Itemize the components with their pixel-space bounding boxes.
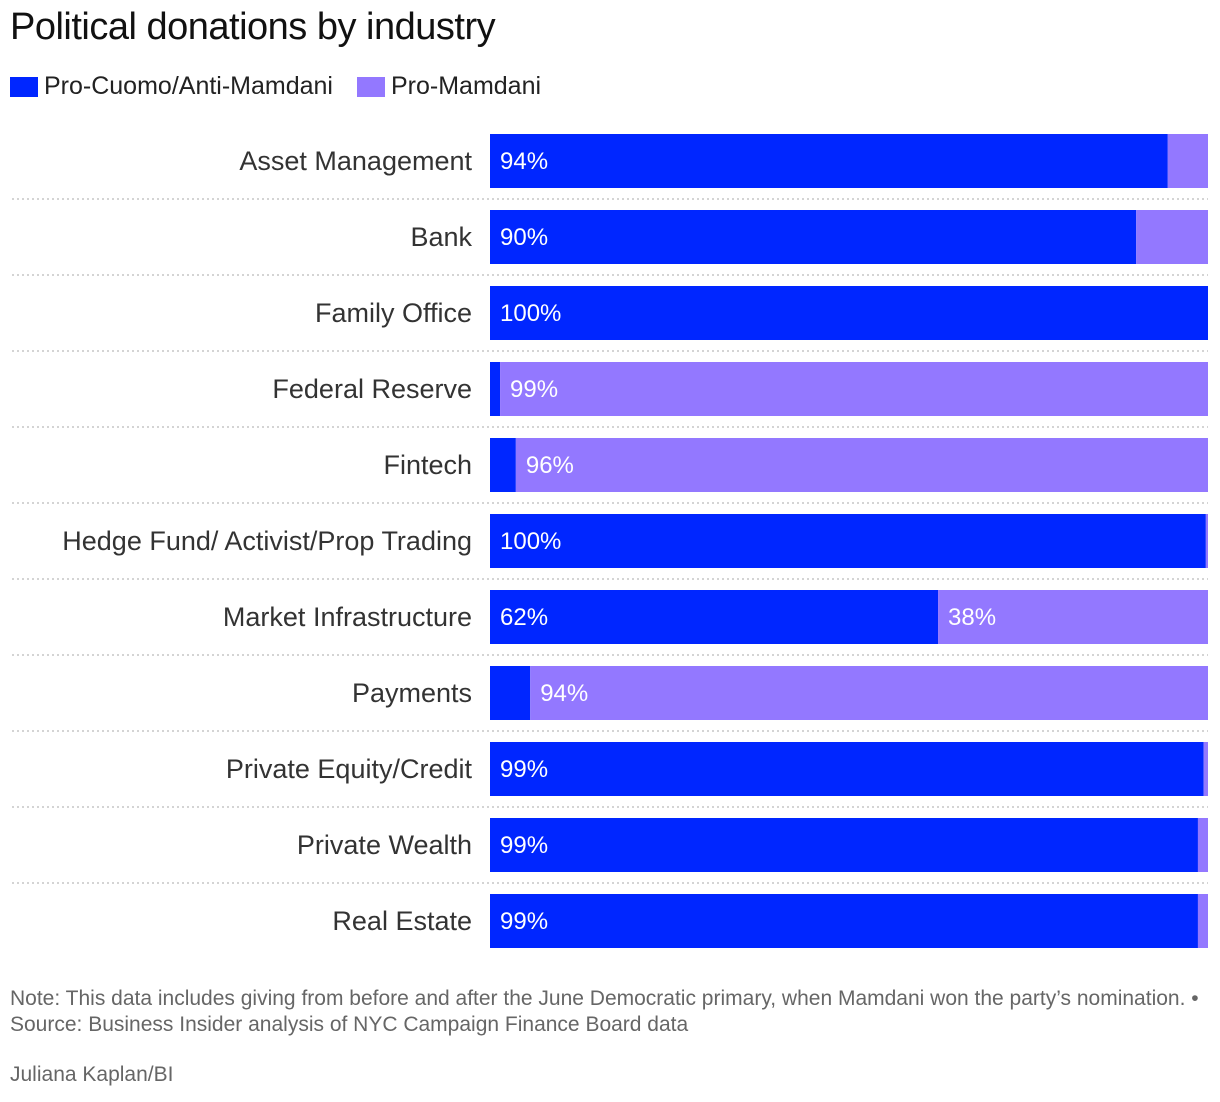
bar-real-estate-pro-mamdani xyxy=(1197,894,1208,948)
legend: Pro-Cuomo/Anti-Mamdani Pro-Mamdani xyxy=(10,72,565,101)
legend-swatch-pro-mamdani xyxy=(357,76,385,97)
bar-federal-reserve-pro-mamdani xyxy=(500,362,1208,416)
data-label-fintech-pro-mamdani: 96% xyxy=(526,452,574,479)
bar-market-infrastructure-pro-cuomo xyxy=(490,590,939,644)
bar-family-office-pro-cuomo xyxy=(490,286,1208,340)
chart-note: Note: This data includes giving from bef… xyxy=(10,987,1199,1036)
bar-hedge-fund-activist-prop-trading-pro-mamdani xyxy=(1205,514,1208,568)
legend-item-pro-cuomo: Pro-Cuomo/Anti-Mamdani xyxy=(10,72,333,101)
bar-bank-pro-mamdani xyxy=(1136,210,1208,264)
legend-label-pro-mamdani: Pro-Mamdani xyxy=(391,72,542,100)
category-label-fintech: Fintech xyxy=(383,450,472,480)
bar-asset-management-pro-cuomo xyxy=(490,134,1168,188)
bar-private-wealth-pro-mamdani xyxy=(1197,818,1208,872)
bar-federal-reserve-pro-cuomo xyxy=(490,362,501,416)
data-label-private-wealth-pro-cuomo: 99% xyxy=(500,832,548,859)
data-label-market-infrastructure-pro-mamdani: 38% xyxy=(948,604,996,631)
data-label-bank-pro-cuomo: 90% xyxy=(500,224,548,251)
category-label-market-infrastructure: Market Infrastructure xyxy=(223,602,472,632)
data-label-market-infrastructure-pro-cuomo: 62% xyxy=(500,604,548,631)
bar-private-wealth-pro-cuomo xyxy=(490,818,1198,872)
bar-payments-pro-mamdani xyxy=(530,666,1208,720)
data-label-family-office-pro-cuomo: 100% xyxy=(500,300,561,327)
category-label-asset-management: Asset Management xyxy=(239,146,472,176)
data-label-real-estate-pro-cuomo: 99% xyxy=(500,908,548,935)
data-label-private-equity-credit-pro-cuomo: 99% xyxy=(500,756,548,783)
category-label-private-equity-credit: Private Equity/Credit xyxy=(226,754,473,784)
category-label-hedge-fund-activist-prop-trading: Hedge Fund/ Activist/Prop Trading xyxy=(62,526,472,556)
bar-asset-management-pro-mamdani xyxy=(1167,134,1208,188)
data-label-hedge-fund-activist-prop-trading-pro-cuomo: 100% xyxy=(500,528,561,555)
bar-market-infrastructure-pro-mamdani xyxy=(938,590,1208,644)
bar-bank-pro-cuomo xyxy=(490,210,1137,264)
bar-fintech-pro-cuomo xyxy=(490,438,516,492)
bar-hedge-fund-activist-prop-trading-pro-cuomo xyxy=(490,514,1206,568)
legend-swatch-pro-cuomo xyxy=(10,76,38,97)
chart-credit: Juliana Kaplan/BI xyxy=(10,1063,174,1086)
data-label-federal-reserve-pro-mamdani: 99% xyxy=(510,376,558,403)
bar-payments-pro-cuomo xyxy=(490,666,531,720)
legend-label-pro-cuomo: Pro-Cuomo/Anti-Mamdani xyxy=(44,72,333,100)
bar-fintech-pro-mamdani xyxy=(515,438,1208,492)
category-label-payments: Payments xyxy=(352,678,472,708)
category-label-private-wealth: Private Wealth xyxy=(297,830,472,860)
data-label-payments-pro-mamdani: 94% xyxy=(540,680,588,707)
chart-title: Political donations by industry xyxy=(10,6,496,48)
category-label-family-office: Family Office xyxy=(315,298,472,328)
category-label-real-estate: Real Estate xyxy=(332,906,472,936)
bar-real-estate-pro-cuomo xyxy=(490,894,1198,948)
data-label-asset-management-pro-cuomo: 94% xyxy=(500,148,548,175)
stacked-bar-chart: Asset Management 94% Bank 90% Family Office 1… xyxy=(12,134,1208,948)
category-label-bank: Bank xyxy=(410,222,472,252)
category-label-federal-reserve: Federal Reserve xyxy=(272,374,472,404)
bar-private-equity-credit-pro-cuomo xyxy=(490,742,1204,796)
legend-item-pro-mamdani: Pro-Mamdani xyxy=(357,72,541,101)
bar-private-equity-credit-pro-mamdani xyxy=(1203,742,1208,796)
